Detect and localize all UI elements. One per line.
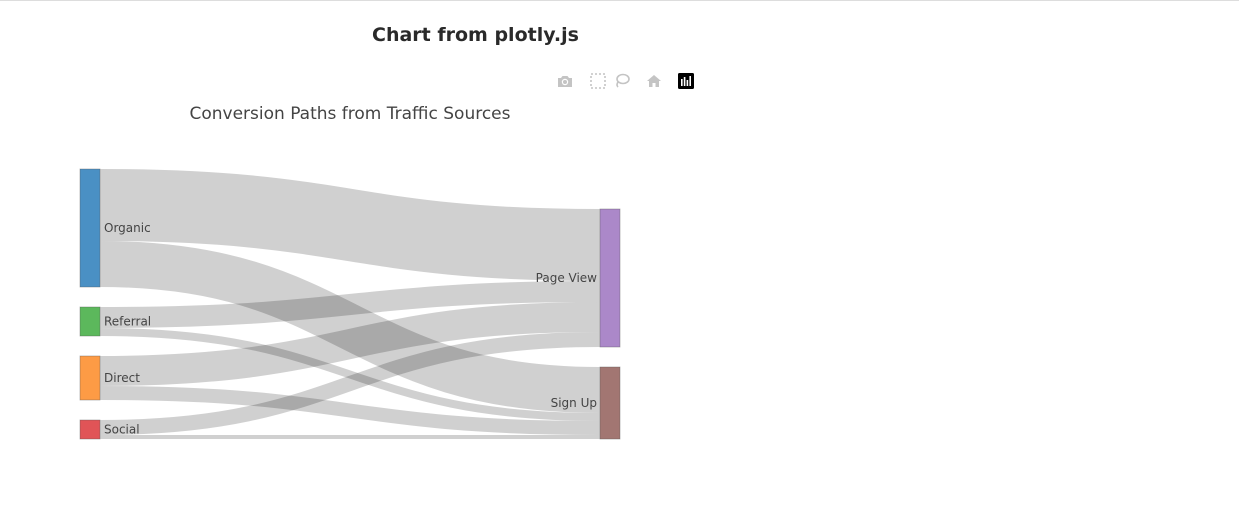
sankey-node-organic[interactable]	[79, 168, 101, 288]
sankey-node-page-view[interactable]	[599, 208, 621, 348]
chart-title: Conversion Paths from Traffic Sources	[189, 104, 510, 124]
sankey-link-direct-to-page-view[interactable]	[99, 302, 601, 386]
sankey-node-label-page-view: Page View	[536, 271, 598, 285]
sankey-link-organic-to-page-view[interactable]	[99, 169, 601, 281]
sankey-node-label-sign-up: Sign Up	[551, 396, 597, 410]
sankey-node-social[interactable]	[79, 419, 101, 440]
sankey-node-label-organic: Organic	[104, 221, 151, 235]
sankey-node-referral[interactable]	[79, 306, 101, 337]
sankey-link-social-to-page-view[interactable]	[99, 332, 601, 435]
sankey-node-direct[interactable]	[79, 355, 101, 401]
sankey-links	[99, 169, 601, 440]
sankey-chart: Conversion Paths from Traffic Sources Or…	[79, 104, 621, 440]
sankey-link-organic-to-sign-up[interactable]	[99, 241, 601, 413]
plotly-logo-icon[interactable]	[677, 72, 695, 90]
sankey-link-direct-to-sign-up[interactable]	[99, 386, 601, 435]
sankey-nodes	[79, 168, 621, 440]
home-icon[interactable]	[645, 72, 663, 90]
page-title: Chart from plotly.js	[372, 24, 579, 46]
box-select-icon[interactable]	[589, 72, 607, 90]
top-border	[0, 0, 1239, 1]
sankey-link-referral-to-page-view[interactable]	[99, 281, 601, 328]
sankey-node-label-direct: Direct	[104, 371, 140, 385]
sankey-node-sign-up[interactable]	[599, 366, 621, 440]
sankey-link-referral-to-sign-up[interactable]	[99, 328, 601, 421]
sankey-node-label-social: Social	[104, 423, 140, 437]
sankey-labels: Organic Referral Direct Social Page View Sign…	[104, 221, 597, 437]
camera-icon[interactable]	[556, 72, 574, 90]
sankey-node-label-referral: Referral	[104, 315, 151, 329]
lasso-select-icon[interactable]	[613, 72, 631, 90]
